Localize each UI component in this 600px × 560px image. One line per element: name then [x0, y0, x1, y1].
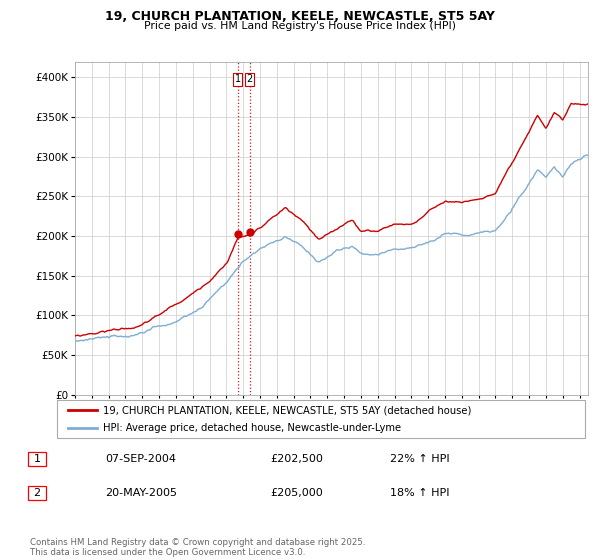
- Text: Contains HM Land Registry data © Crown copyright and database right 2025.
This d: Contains HM Land Registry data © Crown c…: [30, 538, 365, 557]
- Text: 2: 2: [34, 488, 41, 498]
- Text: 20-MAY-2005: 20-MAY-2005: [105, 488, 177, 498]
- Text: 1: 1: [34, 455, 41, 464]
- Text: HPI: Average price, detached house, Newcastle-under-Lyme: HPI: Average price, detached house, Newc…: [103, 423, 401, 433]
- Text: Price paid vs. HM Land Registry's House Price Index (HPI): Price paid vs. HM Land Registry's House …: [144, 21, 456, 31]
- Text: 19, CHURCH PLANTATION, KEELE, NEWCASTLE, ST5 5AY (detached house): 19, CHURCH PLANTATION, KEELE, NEWCASTLE,…: [103, 405, 472, 415]
- Text: 1: 1: [235, 74, 241, 84]
- Text: 07-SEP-2004: 07-SEP-2004: [105, 455, 176, 464]
- Text: £205,000: £205,000: [270, 488, 323, 498]
- Text: 18% ↑ HPI: 18% ↑ HPI: [390, 488, 449, 498]
- FancyBboxPatch shape: [57, 400, 585, 438]
- Bar: [28, 452, 46, 466]
- Text: 19, CHURCH PLANTATION, KEELE, NEWCASTLE, ST5 5AY: 19, CHURCH PLANTATION, KEELE, NEWCASTLE,…: [105, 10, 495, 23]
- Text: £202,500: £202,500: [270, 455, 323, 464]
- Text: 22% ↑ HPI: 22% ↑ HPI: [390, 455, 449, 464]
- Text: 2: 2: [247, 74, 253, 84]
- Bar: [28, 486, 46, 500]
